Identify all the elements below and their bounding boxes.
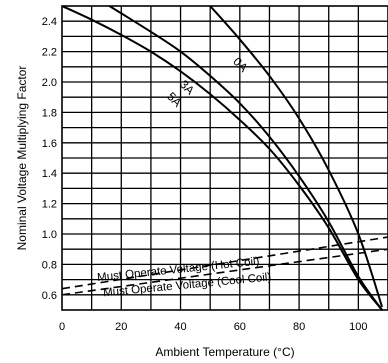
x-tick-label: 0 [59, 321, 65, 333]
y-tick-label: 2.4 [42, 16, 57, 28]
series-line-2 [62, 6, 383, 310]
x-axis-label: Ambient Temperature (°C) [155, 345, 294, 359]
curve-label-0a: 0A [230, 54, 250, 74]
y-tick-label: 2.0 [42, 77, 57, 89]
x-tick-label: 20 [115, 321, 127, 333]
x-tick-label: 100 [349, 321, 367, 333]
x-tick-label: 60 [234, 321, 246, 333]
tick-labels: 0 20 40 60 80 100 0.6 0.8 1.0 1.2 1.4 1.6 1.8 2.0 2.2 2… [42, 16, 368, 333]
y-axis-label: Nominal Voltage Multiplying Factor [15, 66, 29, 251]
curve-labels: 0A 3A 5A Must Operate Voltage (Hot Coil)… [97, 54, 272, 299]
y-tick-label: 0.8 [42, 259, 57, 271]
y-tick-label: 1.8 [42, 107, 57, 119]
series-line-4 [62, 248, 388, 296]
y-tick-label: 1.0 [42, 229, 57, 241]
series-line-3 [62, 236, 388, 290]
series-line-1 [108, 6, 383, 310]
y-tick-label: 0.6 [42, 290, 57, 302]
series-line-0 [209, 6, 384, 308]
curves [62, 6, 388, 310]
x-tick-label: 40 [174, 321, 186, 333]
x-tick-label: 80 [293, 321, 305, 333]
y-tick-label: 1.4 [42, 168, 57, 180]
curve-label-5a: 5A [164, 89, 184, 109]
y-tick-label: 1.6 [42, 138, 57, 150]
y-tick-label: 2.2 [42, 47, 57, 59]
y-tick-label: 1.2 [42, 199, 57, 211]
plot-frame [61, 5, 388, 311]
